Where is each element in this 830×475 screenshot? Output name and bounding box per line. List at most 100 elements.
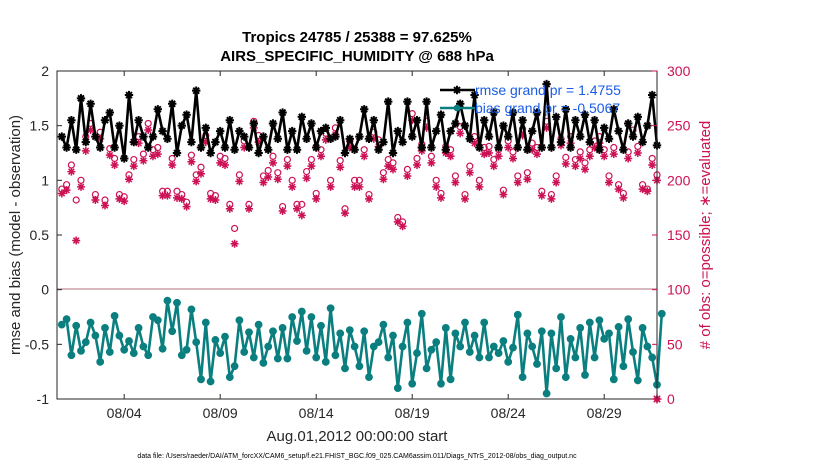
- rmse-point-core: [275, 136, 281, 142]
- bias-point: [245, 328, 253, 337]
- evaluated-obs-marker: [187, 157, 196, 166]
- rmse-point-core: [592, 117, 597, 123]
- y-right-tick-label: 50: [667, 336, 683, 352]
- y-left-tick-label: -1: [37, 391, 50, 407]
- rmse-point-core: [621, 147, 626, 153]
- rmse-point-core: [549, 145, 554, 150]
- rmse-point-core: [107, 110, 113, 115]
- series-group: [57, 79, 666, 398]
- evaluated-obs-marker: [101, 201, 109, 210]
- bias-point: [278, 324, 287, 332]
- bias-point: [86, 318, 95, 327]
- bias-point: [619, 362, 628, 371]
- bias-point: [605, 329, 613, 338]
- evaluated-obs-marker: [389, 165, 397, 174]
- bias-point: [485, 353, 493, 362]
- x-axis-label: Aug.01,2012 00:00:00 start: [267, 428, 449, 445]
- evaluated-obs-marker: [264, 173, 273, 182]
- bias-point: [566, 334, 575, 343]
- bias-point: [422, 364, 431, 373]
- evaluated-obs-marker: [355, 182, 364, 191]
- rmse-point-core: [198, 145, 204, 150]
- bias-point: [345, 326, 354, 335]
- bias-point: [417, 309, 426, 318]
- evaluated-obs-marker: [225, 204, 234, 213]
- rmse-point-core: [443, 147, 449, 153]
- bias-point: [643, 342, 652, 351]
- bias-point: [259, 359, 268, 367]
- rmse-point-core: [606, 136, 612, 142]
- bias-point: [283, 354, 292, 363]
- legend: rmse grand pr = 1.4755 bias grand pr = -0…: [440, 82, 621, 116]
- rmse-point-core: [453, 121, 458, 126]
- evaluated-obs-marker: [67, 167, 76, 176]
- possible-obs-marker: [231, 224, 239, 233]
- evaluated-obs-marker: [509, 154, 517, 163]
- bias-point: [312, 353, 321, 362]
- rmse-point-core: [616, 128, 621, 134]
- evaluated-obs-marker: [427, 158, 436, 167]
- evaluated-obs-marker: [446, 152, 455, 161]
- bias-point: [403, 318, 412, 327]
- evaluated-obs-marker: [413, 161, 421, 170]
- bias-point: [609, 375, 618, 384]
- bias-point: [139, 342, 148, 351]
- rmse-point-core: [112, 145, 117, 150]
- bias-point: [600, 334, 609, 343]
- bias-point: [177, 351, 186, 360]
- evaluated-obs-marker: [254, 138, 263, 147]
- rmse-point-core: [241, 134, 247, 139]
- rmse-point-core: [131, 139, 137, 145]
- y-right-tick-label: 0: [667, 391, 675, 407]
- evaluated-obs-marker: [619, 193, 628, 202]
- bias-point: [81, 338, 90, 347]
- bias-point: [585, 318, 594, 327]
- rmse-point-core: [462, 123, 468, 128]
- rmse-point-core: [409, 134, 415, 139]
- bias-point: [331, 351, 340, 360]
- y-left-tick-label: 1.5: [30, 118, 50, 134]
- evaluated-obs-marker: [518, 131, 527, 140]
- rmse-point-core: [400, 139, 405, 145]
- evaluated-obs-marker: [393, 217, 402, 226]
- evaluated-obs-marker: [528, 145, 537, 154]
- bias-point: [427, 345, 436, 354]
- rmse-point-core: [165, 136, 170, 142]
- rmse-point-core: [491, 110, 497, 115]
- bias-point: [533, 360, 541, 368]
- rmse-point-core: [525, 147, 530, 153]
- rmse-point-core: [304, 136, 309, 142]
- y-axis-left-label: rmse and bias (model - observation): [7, 115, 24, 355]
- evaluated-obs-marker: [552, 178, 561, 187]
- evaluated-obs-marker: [149, 152, 157, 161]
- bias-point: [379, 320, 388, 329]
- x-tick-label: 08/04: [107, 405, 142, 421]
- bias-point: [648, 353, 657, 362]
- rmse-point-core: [189, 139, 194, 145]
- rmse-point-core: [496, 145, 501, 150]
- bias-point: [321, 357, 330, 366]
- evaluated-obs-marker: [120, 197, 129, 206]
- rmse-point-core: [405, 99, 410, 104]
- rmse-point-core: [217, 128, 223, 134]
- bias-point: [206, 377, 215, 386]
- evaluated-obs-marker: [206, 194, 215, 203]
- bias-point: [91, 331, 100, 340]
- evaluated-obs-marker: [317, 152, 325, 161]
- evaluated-obs-marker: [345, 143, 354, 152]
- bias-point: [528, 342, 537, 351]
- evaluated-obs-marker: [571, 162, 580, 171]
- evaluated-obs-marker: [288, 182, 297, 191]
- possible-obs-marker: [298, 200, 306, 208]
- bias-point: [374, 338, 383, 347]
- rmse-point-core: [582, 112, 588, 118]
- evaluated-obs-marker: [369, 134, 378, 143]
- evaluated-obs-marker: [547, 194, 556, 203]
- y-right-tick-label: 100: [667, 282, 691, 298]
- y-right-tick-label: 250: [667, 118, 691, 134]
- y-left-tick-label: -0.5: [25, 336, 49, 352]
- evaluated-obs-marker: [168, 161, 177, 170]
- bias-point: [96, 357, 105, 366]
- bias-point: [163, 296, 172, 305]
